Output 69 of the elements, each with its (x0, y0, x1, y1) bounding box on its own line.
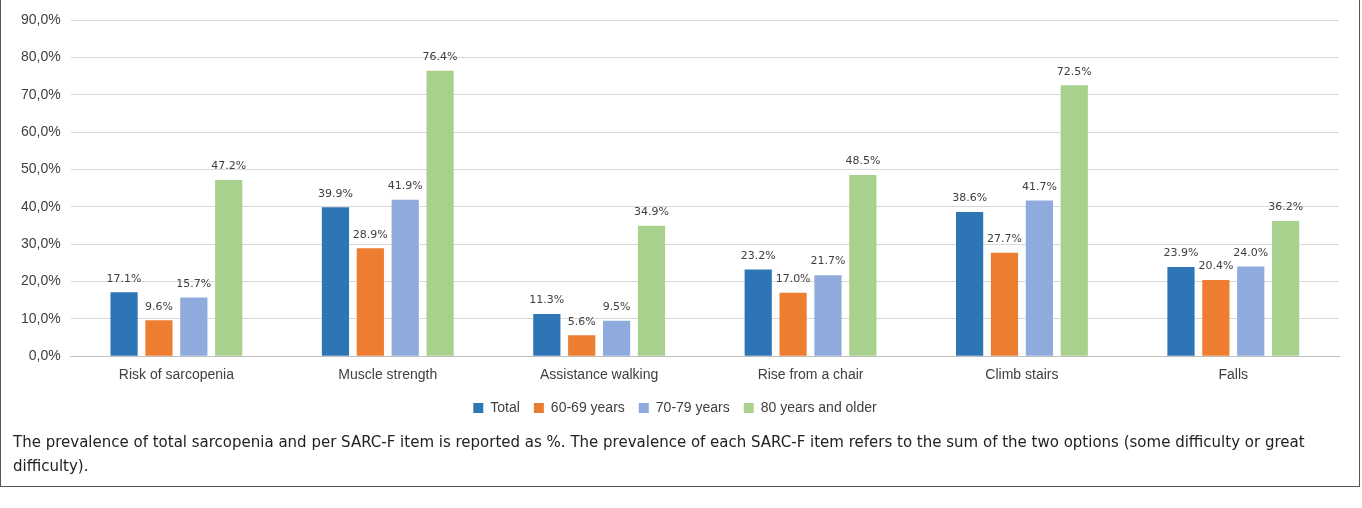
bar (215, 179, 243, 356)
data-label: 38.6% (952, 191, 988, 205)
data-label: 41.7% (1021, 179, 1057, 193)
y-tick-label: 30,0% (20, 234, 61, 251)
y-tick-label: 70,0% (20, 85, 61, 102)
x-tick-label: Risk of sarcopenia (118, 366, 235, 383)
data-label: 5.6% (567, 314, 596, 328)
bar (814, 275, 842, 356)
bar (426, 70, 454, 356)
data-label: 47.2% (211, 159, 247, 173)
y-tick-label: 50,0% (20, 160, 61, 177)
y-tick-label: 40,0% (20, 197, 61, 214)
data-label: 48.5% (845, 154, 881, 168)
data-label: 11.3% (529, 293, 565, 307)
bar (321, 207, 350, 356)
bar (356, 248, 384, 356)
bar (602, 320, 631, 356)
bar (180, 297, 208, 356)
y-tick-label: 90,0% (20, 10, 61, 27)
bar (110, 292, 138, 356)
y-tick-label: 10,0% (20, 309, 61, 326)
bar (533, 313, 561, 356)
data-label: 17.1% (106, 271, 142, 285)
x-tick-label: Muscle strength (338, 366, 438, 383)
legend-label: Total (490, 398, 520, 415)
bar (744, 269, 772, 356)
bar (145, 320, 173, 356)
data-label: 41.9% (387, 179, 423, 193)
y-tick-label: 60,0% (20, 122, 61, 139)
bar (1167, 266, 1195, 356)
legend-label: 70-79 years (655, 398, 730, 415)
data-label: 27.7% (987, 232, 1022, 246)
y-tick-label: 20,0% (20, 272, 61, 289)
data-label: 28.9% (352, 227, 388, 241)
data-label: 15.7% (176, 276, 212, 290)
legend-label: 60-69 years (550, 398, 625, 415)
y-tick-label: 80,0% (20, 48, 61, 65)
bar (1237, 266, 1265, 356)
data-label: 23.9% (1163, 246, 1199, 260)
data-label: 23.2% (740, 248, 776, 262)
data-label: 76.4% (422, 50, 458, 64)
bar (1202, 280, 1230, 356)
data-label: 39.9% (317, 186, 353, 200)
data-label: 24.0% (1233, 245, 1269, 259)
bar (637, 225, 666, 356)
text: The prevalence of total sarcopenia and per SARC-F item is reported as %. The prevalence of each SARC-F item refers to the sum of the two options (some difficulty or great difficulty). (13, 432, 1306, 477)
data-label: 21.7% (810, 254, 846, 268)
x-tick-label: Falls (1218, 366, 1249, 383)
data-label: 9.5% (602, 300, 631, 314)
y-tick-label: 0,0% (28, 347, 61, 364)
bar (990, 252, 1019, 356)
bar (1272, 220, 1300, 356)
data-label: 36.2% (1268, 200, 1304, 214)
bar (391, 199, 419, 356)
bar (956, 212, 984, 356)
data-label: 9.6% (144, 299, 173, 313)
data-label: 17.0% (775, 272, 811, 286)
legend-label: 80 years and older (760, 398, 878, 415)
bar (1025, 200, 1053, 356)
bar (1060, 85, 1088, 356)
data-label: 20.4% (1198, 259, 1234, 273)
bar (568, 335, 596, 356)
x-tick-label: Rise from a chair (757, 366, 864, 383)
data-label: 34.9% (634, 205, 669, 219)
x-tick-label: Assistance walking (540, 366, 659, 383)
x-tick-label: Climb stairs (985, 366, 1059, 383)
bar (779, 292, 807, 356)
data-label: 72.5% (1056, 64, 1092, 78)
bar (849, 175, 877, 356)
